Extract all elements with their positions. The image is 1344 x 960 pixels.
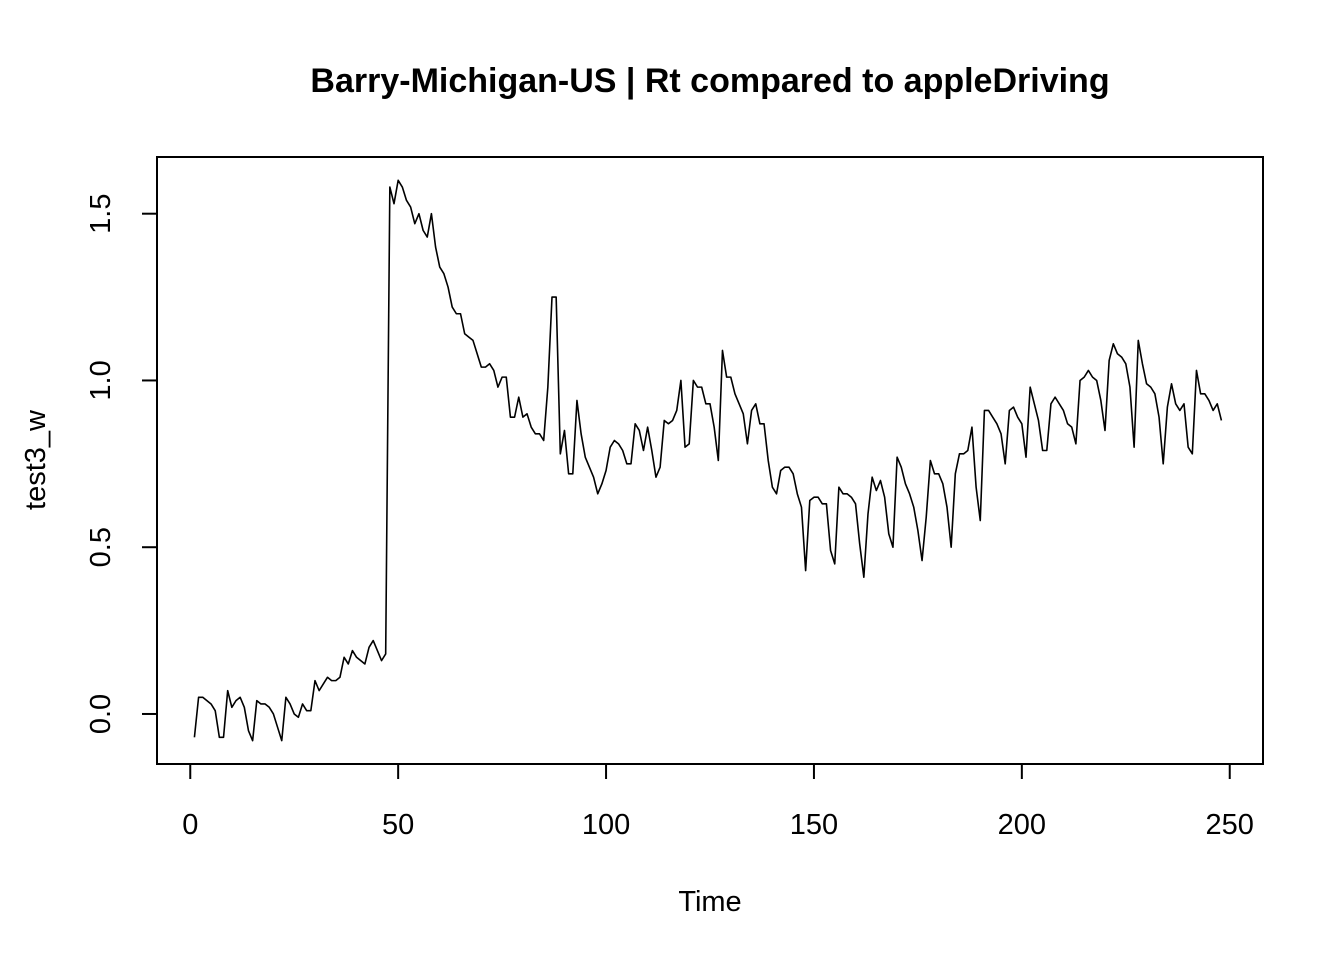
x-tick-label: 100 <box>582 809 630 841</box>
y-tick-label: 1.5 <box>85 194 117 234</box>
x-tick-label: 200 <box>998 809 1046 841</box>
y-tick-label: 0.0 <box>85 694 117 734</box>
x-axis: 0 50 100 150 200 250 <box>182 763 1254 841</box>
plot-frame <box>156 156 1264 765</box>
x-tick-label: 150 <box>790 809 838 841</box>
y-tick-label: 0.5 <box>85 527 117 567</box>
x-tick-label: 50 <box>382 809 414 841</box>
chart-title: Barry-Michigan-US | Rt compared to apple… <box>310 62 1109 100</box>
series-layer <box>193 179 1223 742</box>
y-axis-label: test3_w <box>20 409 52 510</box>
x-axis-label: Time <box>678 886 741 918</box>
x-tick-label: 250 <box>1206 809 1254 841</box>
x-tick-label: 0 <box>182 809 198 841</box>
y-tick-label: 1.0 <box>85 360 117 400</box>
y-axis: 0.0 0.5 1.0 1.5 <box>85 194 158 734</box>
series-line <box>193 179 1223 742</box>
